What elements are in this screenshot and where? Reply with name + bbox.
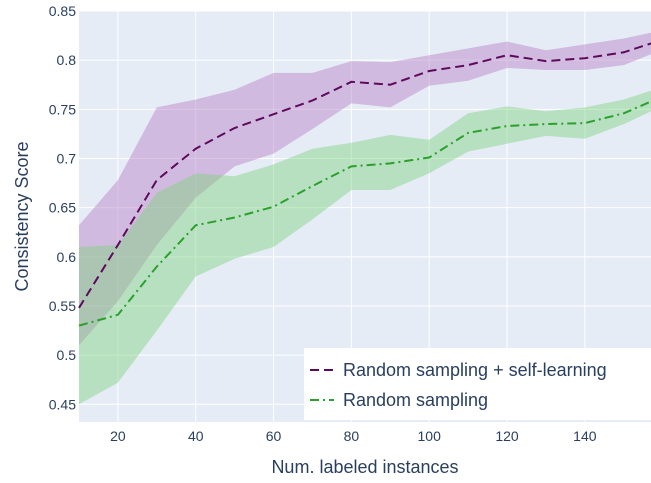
x-tick-label: 80 bbox=[344, 428, 360, 444]
line-series-1 bbox=[78, 100, 651, 327]
series-lines bbox=[78, 42, 651, 327]
x-tick-labels: 20 40 60 80 100 120 140 bbox=[110, 428, 597, 444]
y-tick-label: 0.7 bbox=[57, 150, 77, 166]
x-tick-label: 120 bbox=[495, 428, 519, 444]
band-series-1 bbox=[79, 90, 651, 405]
y-tick-label: 0.85 bbox=[49, 3, 76, 19]
y-tick-label: 0.55 bbox=[49, 298, 76, 314]
grid bbox=[79, 10, 651, 422]
y-tick-label: 0.65 bbox=[49, 200, 76, 216]
x-tick-label: 40 bbox=[188, 428, 204, 444]
confidence-bands bbox=[79, 32, 651, 405]
y-tick-label: 0.8 bbox=[57, 52, 77, 68]
line-series-0 bbox=[78, 42, 651, 309]
x-tick-label: 20 bbox=[110, 428, 126, 444]
y-tick-label: 0.6 bbox=[57, 249, 77, 265]
x-tick-label: 140 bbox=[573, 428, 597, 444]
x-axis-title: Num. labeled instances bbox=[271, 457, 458, 477]
y-tick-labels: 0.45 0.5 0.55 0.6 0.65 0.7 0.75 0.8 0.85 bbox=[49, 3, 76, 412]
y-tick-label: 0.5 bbox=[57, 347, 77, 363]
y-tick-label: 0.45 bbox=[49, 396, 76, 412]
band-series-0 bbox=[79, 32, 651, 346]
legend-label-random-sampling: Random sampling bbox=[343, 390, 488, 410]
legend: Random sampling + self-learning Random s… bbox=[304, 348, 651, 420]
x-tick-label: 100 bbox=[418, 428, 442, 444]
legend-label-self-learning: Random sampling + self-learning bbox=[343, 360, 607, 380]
x-tick-label: 60 bbox=[266, 428, 282, 444]
y-axis-title: Consistency Score bbox=[12, 141, 32, 291]
legend-background bbox=[304, 348, 651, 420]
y-tick-label: 0.75 bbox=[49, 101, 76, 117]
